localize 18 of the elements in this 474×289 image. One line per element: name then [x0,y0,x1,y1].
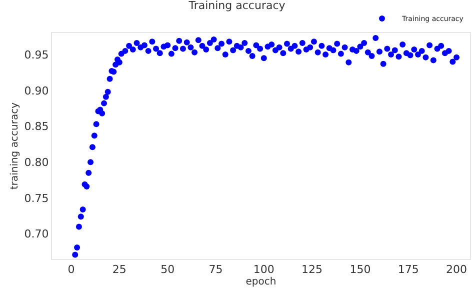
chart-title: Training accuracy [188,0,286,12]
x-tick-label: 75 [208,263,223,276]
x-tick-label: 0 [68,263,75,276]
y-tick-label: 0.75 [24,192,49,205]
x-tick-label: 25 [112,263,126,276]
y-tick-label: 0.95 [24,48,49,62]
y-axis-title: training accuracy [9,102,20,190]
y-tick-label: 0.90 [24,84,49,98]
x-tick-label: 100 [253,263,274,276]
y-tick-label: 0.70 [24,228,49,241]
y-tick-label: 0.80 [24,156,49,169]
x-tick-label: 50 [160,263,175,276]
x-axis-title: epoch [246,276,276,288]
x-tick-label: 125 [302,263,323,276]
x-tick-label: 150 [350,263,371,276]
x-tick-label: 200 [446,263,468,276]
x-tick-label: 175 [398,263,419,276]
y-tick-label: 0.85 [24,120,49,134]
